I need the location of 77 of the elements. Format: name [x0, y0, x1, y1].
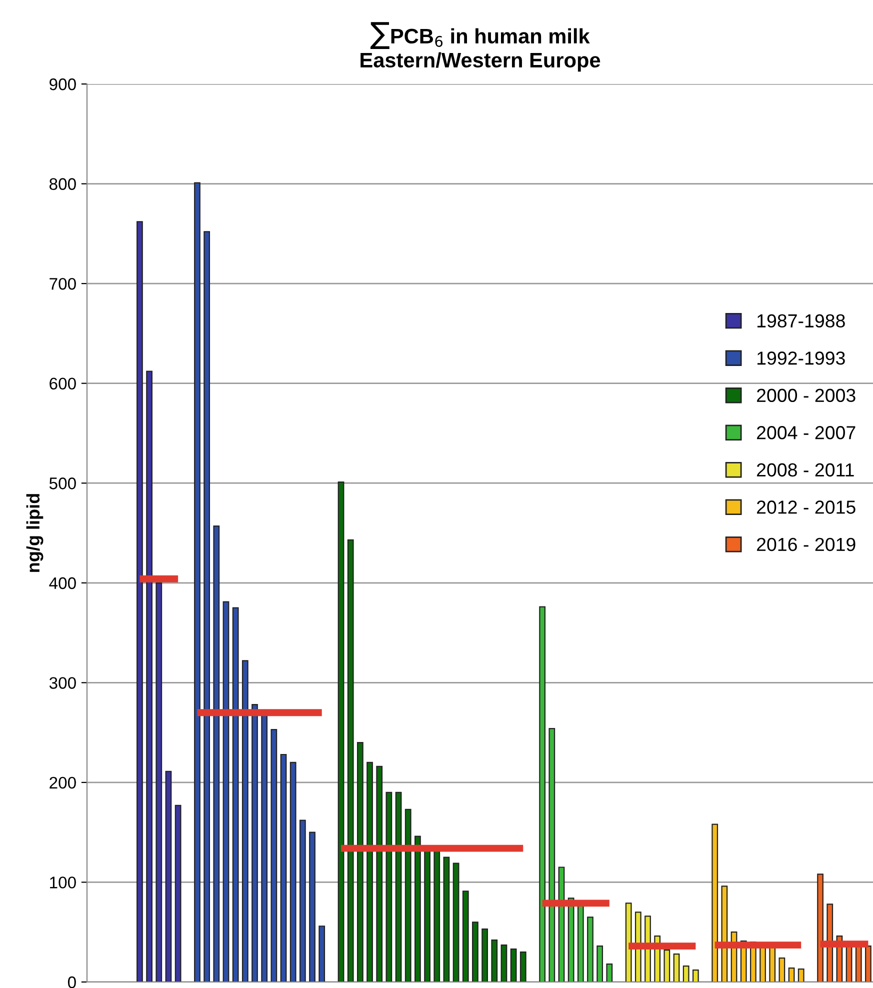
legend-label: 1987-1988 — [757, 314, 845, 328]
bar — [414, 836, 421, 982]
bar — [596, 946, 604, 982]
bar — [798, 968, 804, 982]
bar — [309, 832, 316, 982]
bar — [682, 965, 690, 982]
bar — [213, 525, 220, 982]
bar — [568, 898, 574, 982]
y-tick-label: 100 — [50, 876, 76, 888]
bar — [606, 963, 613, 982]
bar — [347, 539, 354, 982]
bar — [165, 770, 172, 982]
y-tick-label: 900 — [50, 78, 76, 90]
bar — [673, 954, 680, 982]
y-tick-label: 400 — [49, 577, 76, 590]
y-tick-label: 200 — [50, 776, 76, 789]
bar — [366, 762, 373, 982]
bar — [510, 948, 517, 982]
bar — [395, 792, 402, 982]
bar — [548, 728, 556, 982]
bar — [664, 950, 670, 982]
bar — [634, 912, 642, 982]
bar — [252, 704, 258, 982]
bar — [318, 926, 326, 982]
bar — [174, 804, 182, 982]
bar — [356, 742, 364, 982]
y-tick-label: 300 — [49, 677, 76, 689]
bar — [136, 221, 143, 982]
y-tick-label: 600 — [50, 378, 76, 390]
bar — [242, 660, 248, 982]
bar — [222, 601, 230, 982]
bar — [721, 886, 728, 982]
bar — [462, 890, 469, 982]
legend-label: 2000 - 2003 — [756, 388, 856, 402]
bar — [452, 862, 460, 982]
bar — [539, 606, 546, 982]
bar — [482, 928, 488, 982]
bar — [434, 850, 440, 982]
bar — [644, 916, 651, 982]
legend-label: 2008 - 2011 — [756, 463, 854, 477]
y-tick-label: 700 — [50, 278, 76, 290]
bar — [146, 370, 152, 982]
bar — [500, 944, 508, 982]
legend-label: 2012 - 2015 — [756, 500, 856, 514]
bar — [587, 916, 594, 982]
bar — [778, 958, 786, 982]
bar — [826, 904, 834, 982]
bar — [404, 808, 412, 982]
bar — [788, 967, 795, 982]
bar — [443, 856, 450, 982]
bar — [280, 754, 287, 982]
legend-label: 2004 - 2007 — [756, 426, 856, 440]
bar — [692, 969, 699, 982]
bar — [204, 231, 210, 982]
bar — [232, 607, 239, 982]
bar — [299, 820, 306, 982]
y-axis-title: ng/g lipid — [26, 494, 44, 572]
bar — [865, 946, 872, 982]
bar — [270, 729, 278, 982]
bar — [386, 792, 392, 982]
bar — [491, 940, 498, 982]
legend-label: 2016 - 2019 — [756, 538, 856, 552]
bar — [376, 766, 383, 982]
chart-title: ∑PCB$_{6}$ in human milk Eastern/Western Europe — [360, 22, 600, 72]
y-tick-label: 0 — [68, 976, 76, 988]
y-tick-label: 800 — [50, 178, 76, 190]
bar — [625, 902, 632, 982]
bar — [194, 182, 200, 982]
bar — [338, 482, 344, 982]
bar — [712, 824, 718, 982]
bar — [520, 952, 526, 982]
bar — [156, 582, 162, 982]
bar — [472, 922, 478, 982]
legend-label: 1992-1993 — [757, 351, 845, 365]
bar — [817, 874, 824, 982]
bar — [290, 762, 296, 982]
y-tick-label: 500 — [49, 478, 76, 490]
